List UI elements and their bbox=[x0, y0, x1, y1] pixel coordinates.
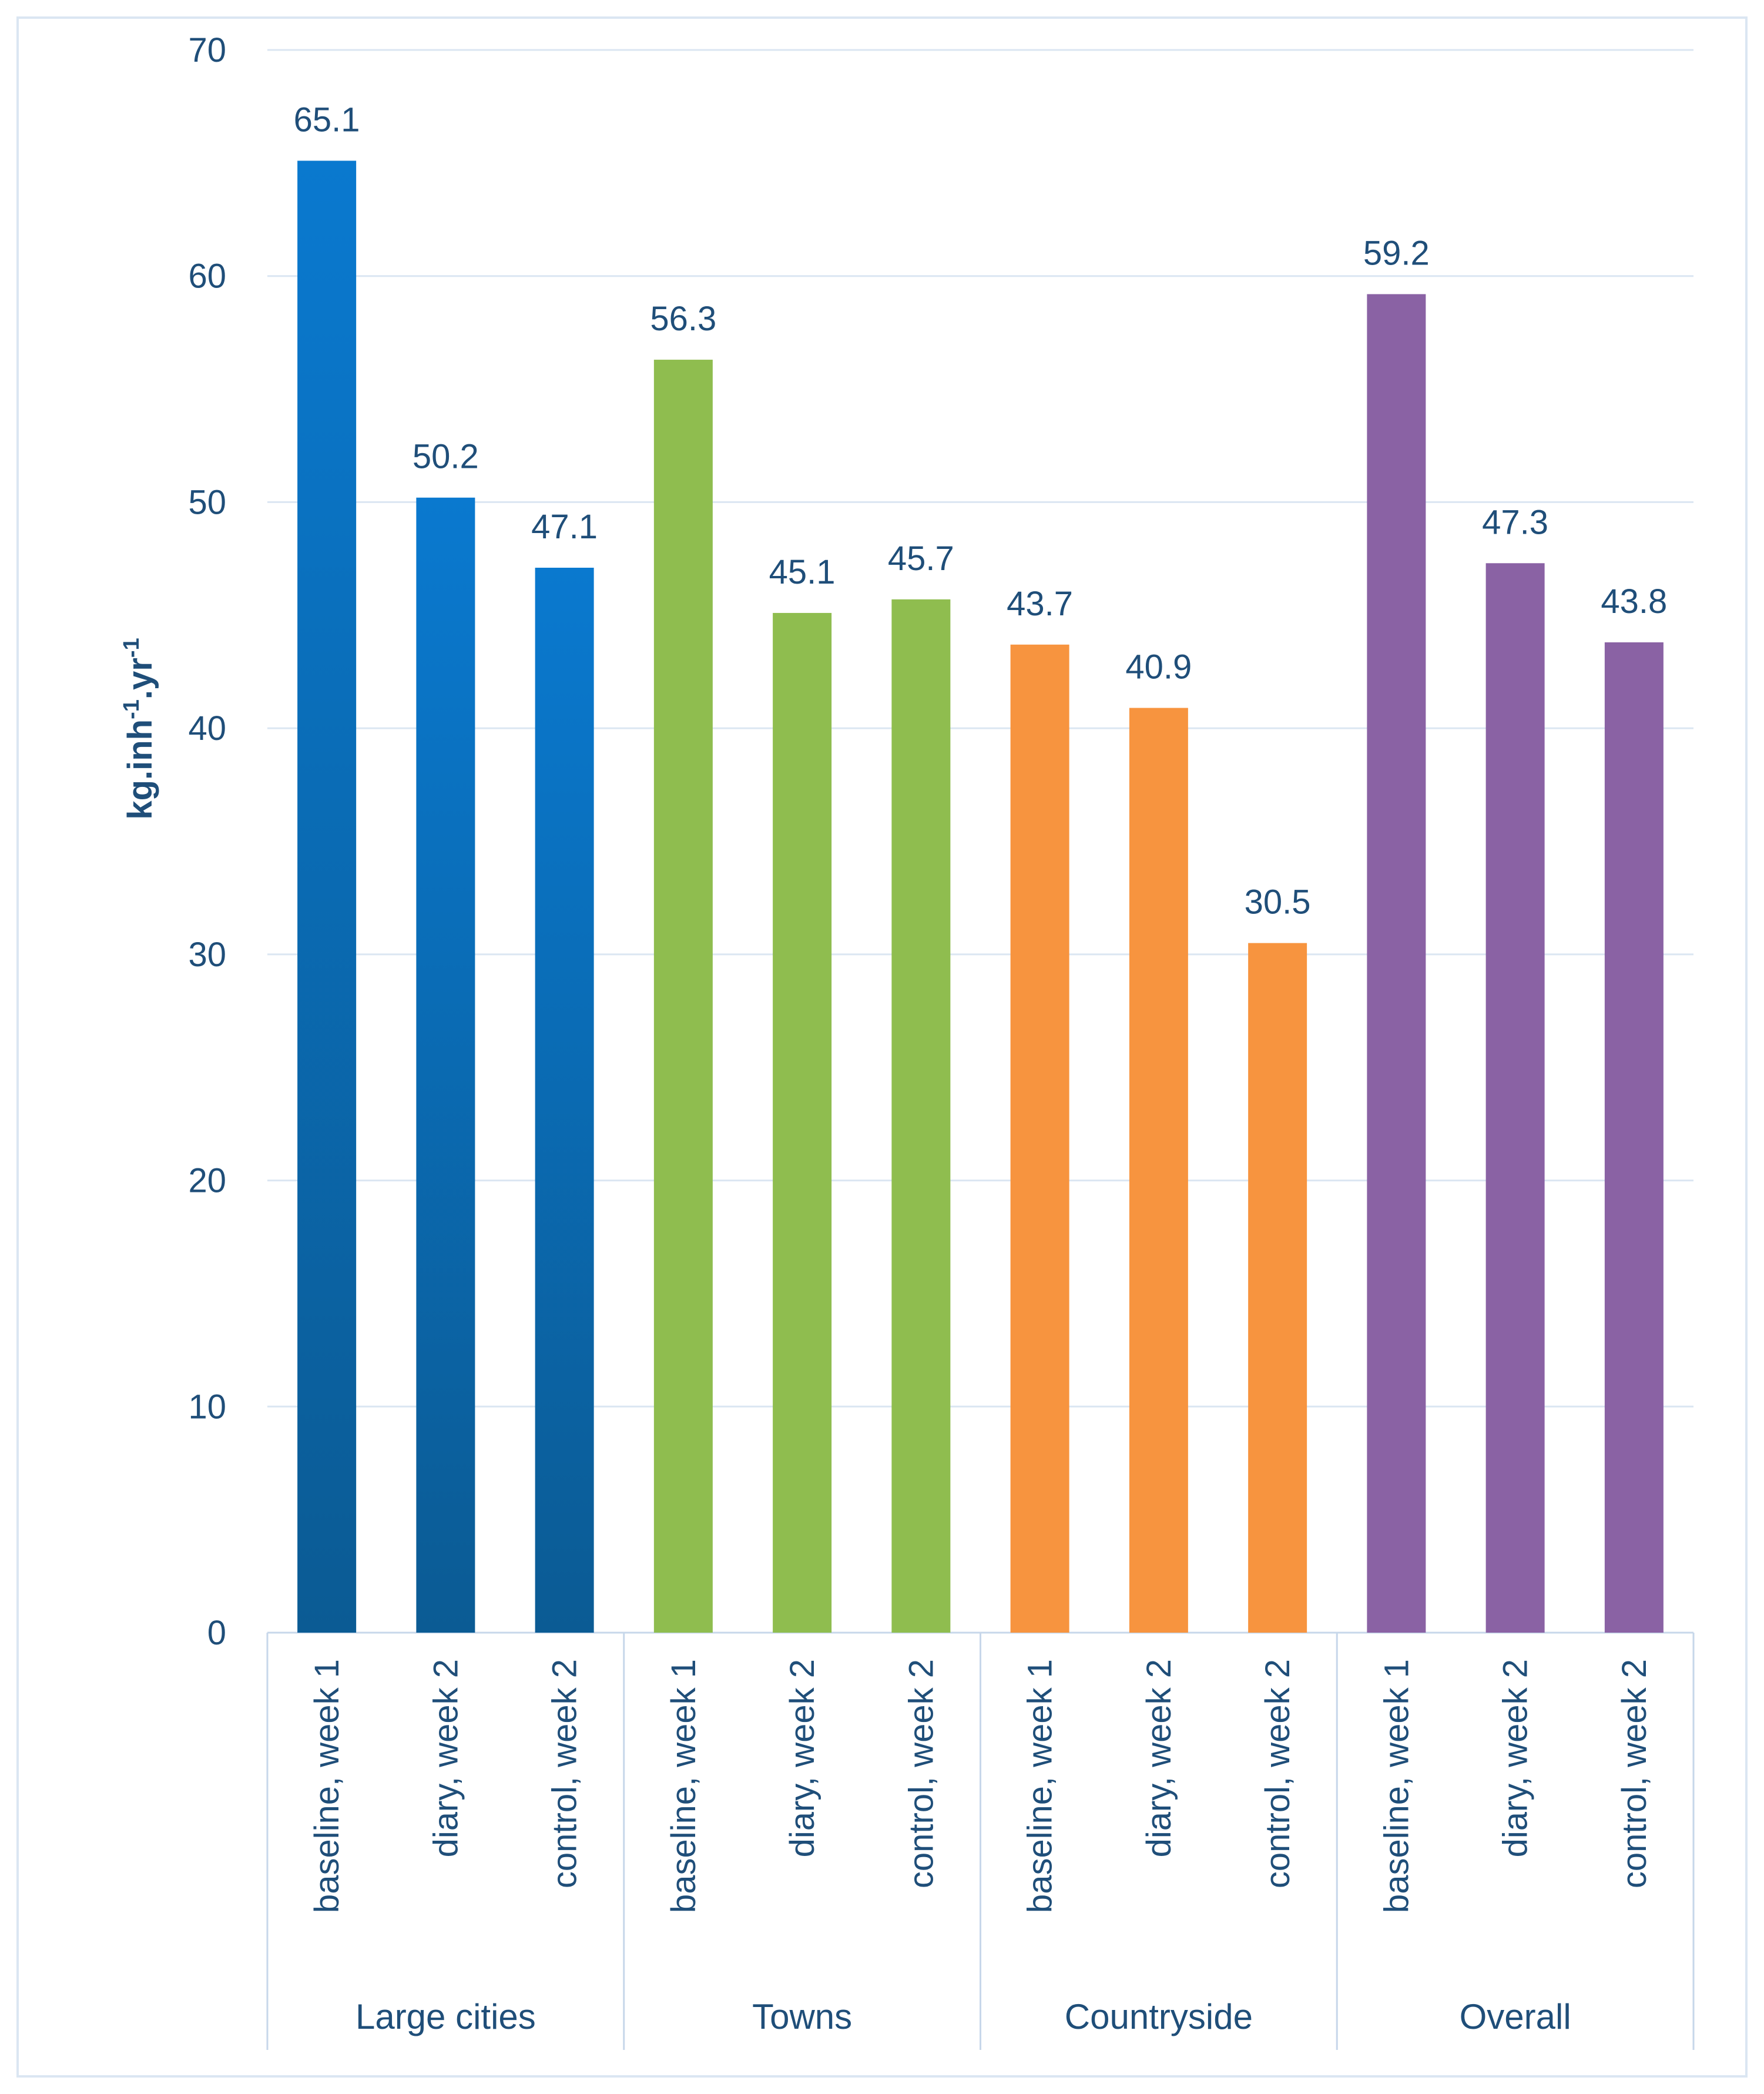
data-label: 56.3 bbox=[650, 300, 716, 338]
data-label: 50.2 bbox=[413, 438, 479, 476]
y-tick-label: 10 bbox=[188, 1388, 226, 1426]
bar bbox=[1129, 708, 1188, 1633]
y-axis-title: kg.inh-1.yr-1 bbox=[119, 638, 159, 819]
bar bbox=[416, 497, 475, 1633]
group-label: Towns bbox=[752, 1997, 852, 2036]
category-label: control, week 2 bbox=[902, 1659, 940, 1888]
bar bbox=[891, 599, 951, 1633]
category-label: diary, week 2 bbox=[1497, 1659, 1535, 1857]
data-label: 43.8 bbox=[1601, 582, 1667, 621]
y-tick-label: 20 bbox=[188, 1162, 226, 1200]
y-tick-label: 40 bbox=[188, 709, 226, 748]
axes bbox=[266, 1631, 1695, 2050]
y-tick-label: 70 bbox=[188, 31, 226, 69]
category-label: control, week 2 bbox=[1259, 1659, 1297, 1888]
bars bbox=[297, 160, 1664, 1633]
data-label: 30.5 bbox=[1245, 883, 1311, 922]
data-label: 47.1 bbox=[531, 508, 598, 546]
bar bbox=[1485, 563, 1545, 1633]
category-label: baseline, week 1 bbox=[1377, 1659, 1416, 1913]
bar bbox=[1604, 642, 1664, 1633]
data-label: 65.1 bbox=[294, 101, 360, 139]
data-label: 47.3 bbox=[1482, 503, 1548, 541]
group-label: Large cities bbox=[356, 1997, 536, 2036]
bar bbox=[297, 160, 357, 1633]
data-label: 40.9 bbox=[1125, 648, 1192, 686]
data-label: 43.7 bbox=[1007, 585, 1073, 623]
category-label: control, week 2 bbox=[546, 1659, 584, 1888]
group-label: Overall bbox=[1460, 1997, 1571, 2036]
category-label: control, week 2 bbox=[1615, 1659, 1654, 1888]
y-tick-labels: 0 10 20 30 40 50 60 70 bbox=[188, 31, 226, 1652]
bar bbox=[773, 612, 832, 1633]
grid-lines bbox=[267, 49, 1693, 1408]
group-label: Countryside bbox=[1065, 1997, 1253, 2036]
y-tick-label: 30 bbox=[188, 936, 226, 974]
bar bbox=[535, 567, 594, 1633]
category-label: baseline, week 1 bbox=[665, 1659, 703, 1913]
category-label: baseline, week 1 bbox=[308, 1659, 346, 1913]
category-label: diary, week 2 bbox=[427, 1659, 465, 1857]
data-labels: 65.1 50.2 47.1 56.3 45.1 45.7 43.7 40.9 30.5 59.2… bbox=[294, 101, 1668, 922]
y-tick-label: 50 bbox=[188, 483, 226, 521]
data-label: 59.2 bbox=[1363, 234, 1430, 272]
bar bbox=[1010, 644, 1069, 1633]
y-tick-label: 60 bbox=[188, 257, 226, 296]
chart-frame bbox=[16, 16, 1748, 2078]
group-labels: Large cities Towns Countryside Overall bbox=[356, 1997, 1571, 2036]
data-label: 45.1 bbox=[769, 553, 836, 591]
category-label: baseline, week 1 bbox=[1021, 1659, 1059, 1913]
y-tick-label: 0 bbox=[207, 1614, 226, 1652]
category-label: diary, week 2 bbox=[1140, 1659, 1178, 1857]
category-labels: baseline, week 1 diary, week 2 control, we… bbox=[308, 1659, 1654, 1913]
category-label: diary, week 2 bbox=[783, 1659, 821, 1857]
bar bbox=[1248, 943, 1307, 1633]
bar bbox=[653, 360, 713, 1633]
bar bbox=[1367, 294, 1426, 1633]
data-label: 45.7 bbox=[888, 540, 954, 578]
